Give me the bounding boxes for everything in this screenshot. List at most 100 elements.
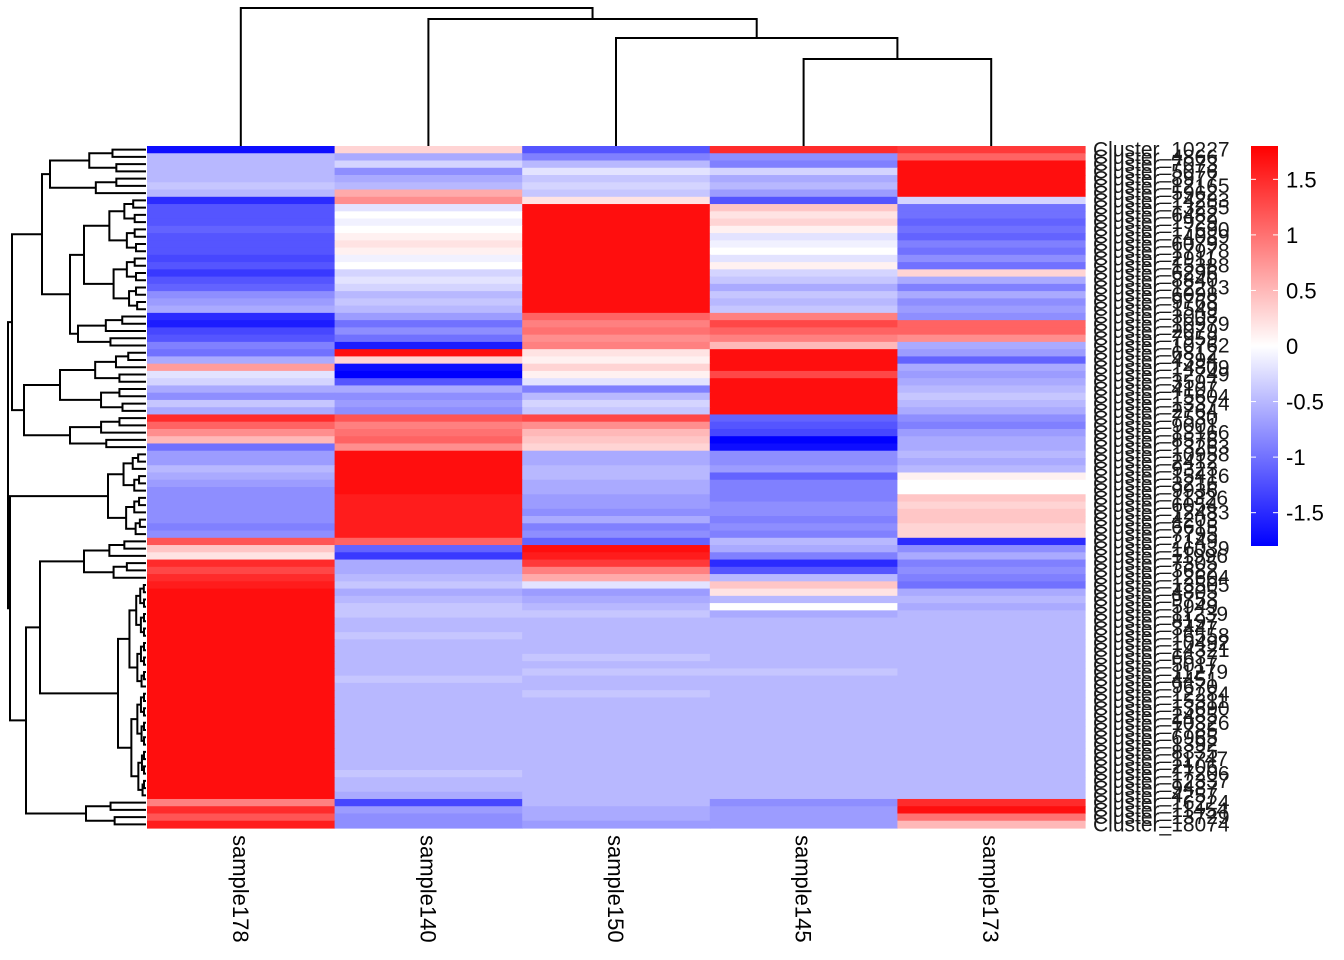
row-label: Cluster_12483 — [1093, 501, 1230, 524]
heatmap-cell — [522, 153, 711, 162]
heatmap-cell — [522, 537, 711, 546]
heatmap-cell — [522, 523, 711, 532]
heatmap-cell — [897, 356, 1086, 365]
heatmap-cell — [522, 421, 711, 430]
heatmap-cell — [897, 363, 1086, 372]
row-label: Cluster_8335 — [1093, 741, 1218, 764]
row-label: Cluster_2106 — [1093, 755, 1218, 778]
heatmap-cell — [147, 204, 336, 212]
heatmap-cell — [709, 552, 898, 561]
heatmap-cell — [897, 291, 1086, 299]
row-label: Cluster_15604 — [1093, 385, 1230, 408]
heatmap-cell — [897, 675, 1086, 684]
heatmap-cell — [334, 479, 523, 488]
heatmap-cell — [147, 146, 336, 154]
heatmap-cell — [334, 813, 523, 822]
row-dendrogram-branch — [138, 518, 146, 528]
heatmap-cell — [709, 523, 898, 532]
row-label: Cluster_18074 — [1093, 813, 1230, 836]
heatmap-cell — [709, 341, 898, 350]
heatmap-cell — [522, 298, 711, 307]
heatmap-cell — [709, 733, 898, 742]
heatmap-cell — [522, 653, 711, 662]
heatmap-cell — [147, 378, 336, 387]
row-label: Cluster_10762 — [1093, 335, 1230, 358]
heatmap-cell — [522, 682, 711, 691]
heatmap-cell — [522, 588, 711, 597]
heatmap-cell — [897, 160, 1086, 169]
heatmap-cell — [709, 537, 898, 546]
row-label: Cluster_1392 — [1093, 734, 1218, 757]
heatmap-cell — [334, 225, 523, 234]
column-labels: sample178 sample140 sample150 sample145 samp… — [228, 835, 1003, 943]
heatmap-cell — [147, 508, 336, 517]
row-dendrogram-branch — [121, 315, 146, 325]
heatmap-cell — [147, 457, 336, 466]
heatmap-cell — [522, 740, 711, 749]
heatmap-cell — [147, 603, 336, 611]
heatmap-cell — [897, 254, 1086, 263]
heatmap-cell — [709, 298, 898, 307]
heatmap-cell — [147, 769, 336, 778]
heatmap-cell — [147, 189, 336, 198]
heatmap-cell — [522, 777, 711, 786]
row-dendrogram — [7, 148, 146, 826]
heatmap-cell — [897, 711, 1086, 720]
heatmap-cell — [147, 428, 336, 437]
heatmap-cell — [334, 777, 523, 786]
heatmap-cell — [147, 798, 336, 807]
row-label: Cluster_12284 — [1093, 683, 1230, 706]
heatmap-cell — [522, 769, 711, 778]
row-dendrogram-branch — [23, 383, 70, 437]
heatmap-cell — [522, 813, 711, 822]
heatmap-cell — [147, 327, 336, 336]
legend-tick-label: 1 — [1286, 223, 1298, 248]
heatmap-cell — [334, 632, 523, 640]
column-dendrogram-branch — [802, 58, 993, 146]
row-dendrogram-branch — [121, 402, 146, 412]
heatmap-cell — [897, 755, 1086, 764]
heatmap-cell — [522, 552, 711, 561]
heatmap-cell — [897, 487, 1086, 495]
heatmap-cell — [147, 436, 336, 445]
heatmap-cell — [522, 320, 711, 328]
heatmap-cell — [897, 240, 1086, 249]
heatmap-cell — [709, 428, 898, 437]
heatmap-cells — [147, 146, 1086, 829]
heatmap-cell — [147, 646, 336, 655]
heatmap-cell — [709, 545, 898, 553]
heatmap-cell — [522, 472, 711, 481]
heatmap-cell — [709, 581, 898, 590]
heatmap-cell — [147, 298, 336, 307]
row-label: Cluster_6615 — [1093, 516, 1218, 539]
row-dendrogram-branch — [69, 253, 84, 335]
heatmap-cell — [897, 632, 1086, 640]
row-label: Cluster_5949 — [1093, 596, 1218, 619]
heatmap-cell — [147, 610, 336, 619]
row-label: Cluster_7785 — [1093, 719, 1218, 742]
heatmap-cell — [709, 806, 898, 815]
row-label: Cluster_9936 — [1093, 480, 1218, 503]
heatmap-cell — [897, 588, 1086, 597]
heatmap-cell — [897, 820, 1086, 829]
heatmap-cell — [522, 675, 711, 684]
heatmap-cell — [147, 182, 336, 191]
heatmap-cell — [522, 349, 711, 358]
heatmap-cell — [334, 233, 523, 241]
heatmap-cell — [147, 574, 336, 582]
heatmap-cell — [897, 341, 1086, 350]
row-dendrogram-branch — [118, 373, 146, 383]
heatmap-cell — [897, 233, 1086, 241]
heatmap-cell — [147, 175, 336, 183]
heatmap-cell — [334, 363, 523, 372]
heatmap-cell — [334, 588, 523, 597]
row-labels: Cluster_10227Cluster_4866Cluster_7073Clu… — [1093, 139, 1230, 837]
row-label: Cluster_4394 — [1093, 349, 1218, 372]
heatmap-cell — [147, 559, 336, 568]
row-label: Cluster_9768 — [1093, 291, 1218, 314]
heatmap-cell — [522, 218, 711, 227]
heatmap-cell — [522, 407, 711, 416]
heatmap-cell — [522, 305, 711, 314]
heatmap-cell — [522, 711, 711, 720]
heatmap-cell — [522, 603, 711, 611]
